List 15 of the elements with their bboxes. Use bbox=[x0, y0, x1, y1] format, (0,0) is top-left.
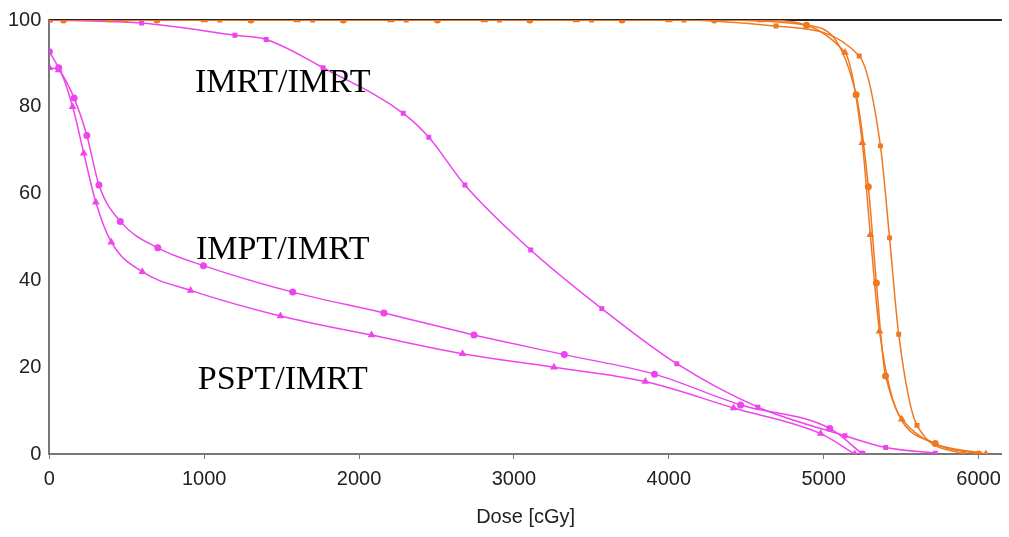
y-tick-label: 60 bbox=[19, 181, 42, 204]
series-label: PSPT/IMRT bbox=[197, 359, 368, 397]
x-tick-label: 4000 bbox=[646, 466, 692, 489]
x-tick-label: 3000 bbox=[491, 466, 537, 489]
x-tick-label: 2000 bbox=[336, 466, 382, 489]
y-tick-label: 100 bbox=[7, 7, 42, 30]
y-tick-label: 20 bbox=[19, 354, 42, 377]
series-label: IMPT/IMRT bbox=[195, 228, 370, 266]
x-axis-title: Dose [cGy] bbox=[476, 504, 576, 527]
y-tick-label: 0 bbox=[30, 441, 42, 464]
x-tick-label: 5000 bbox=[801, 466, 846, 489]
y-tick-label: 80 bbox=[19, 94, 42, 117]
x-tick-label: 1000 bbox=[181, 466, 227, 489]
y-tick-label: 40 bbox=[19, 267, 42, 290]
x-tick-label: 6000 bbox=[956, 466, 1001, 489]
